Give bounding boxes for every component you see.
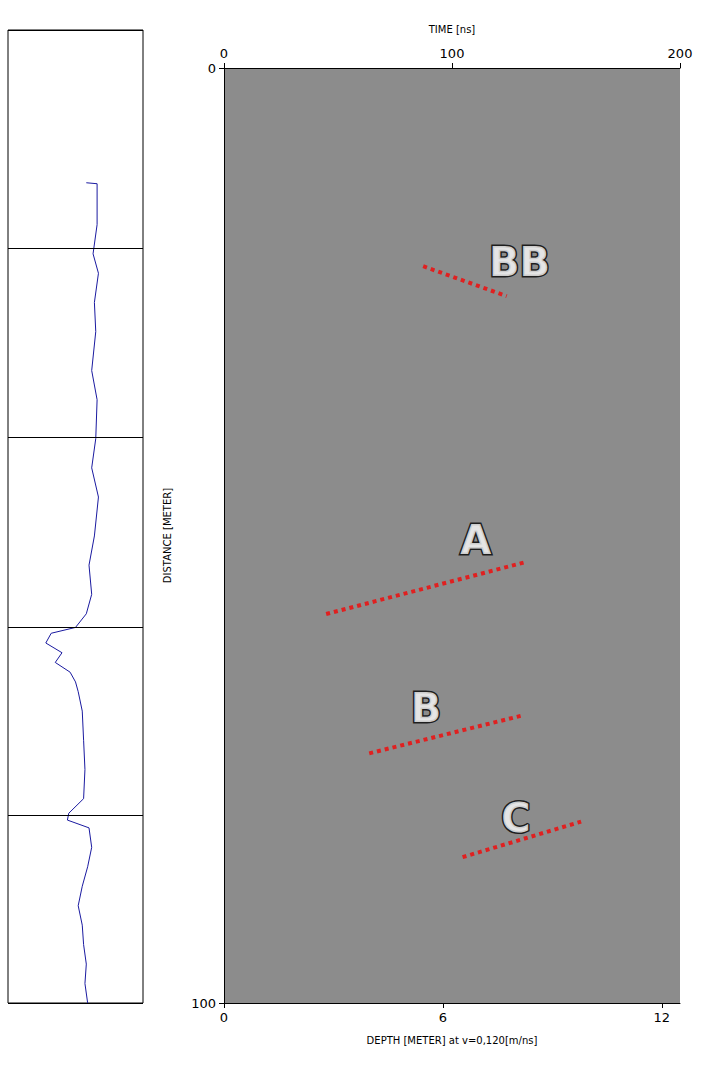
svg-text:200: 200 [668, 46, 693, 61]
svg-text:0: 0 [208, 61, 216, 76]
svg-text:12: 12 [653, 1010, 670, 1025]
svg-text:A: A [460, 517, 491, 563]
svg-text:B: B [411, 685, 442, 731]
svg-text:100: 100 [191, 996, 216, 1011]
svg-text:0: 0 [220, 46, 228, 61]
svg-text:TIME [ns]: TIME [ns] [428, 24, 476, 35]
svg-text:C: C [501, 795, 530, 841]
svg-text:DISTANCE [METER]: DISTANCE [METER] [162, 488, 173, 583]
svg-text:DEPTH [METER] at v=0,120[m/ns]: DEPTH [METER] at v=0,120[m/ns] [367, 1035, 538, 1046]
svg-text:100: 100 [440, 46, 465, 61]
svg-text:6: 6 [439, 1010, 447, 1025]
svg-text:0: 0 [220, 1010, 228, 1025]
svg-text:BB: BB [489, 239, 550, 285]
